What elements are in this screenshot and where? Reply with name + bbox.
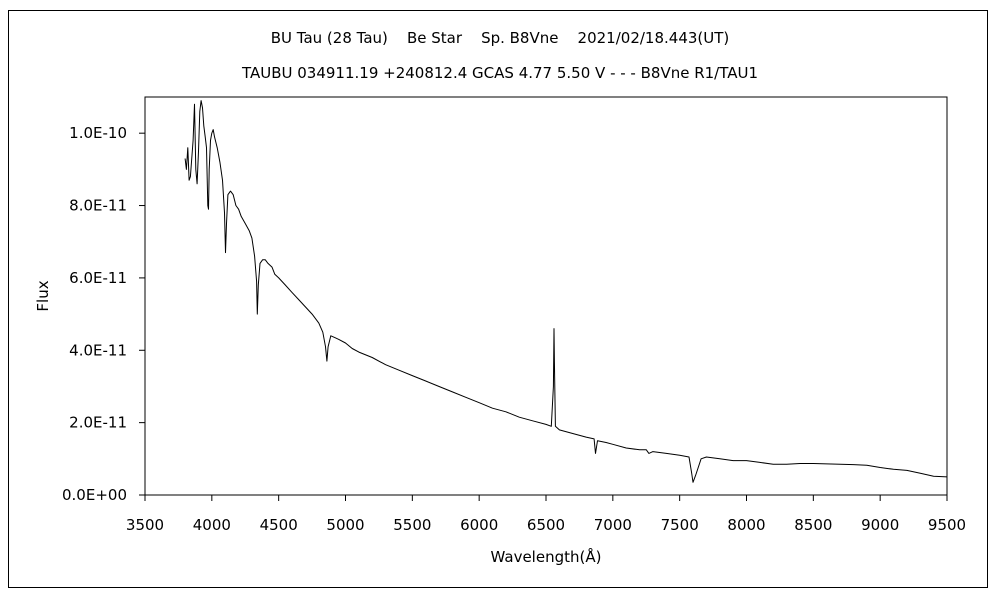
x-tick-label: 9500 <box>928 516 966 534</box>
x-tick-label: 7000 <box>594 516 632 534</box>
y-tick-label: 4.0E-11 <box>69 341 127 359</box>
chart-subtitle: TAUBU 034911.19 +240812.4 GCAS 4.77 5.50… <box>241 64 759 82</box>
plot-area <box>144 96 948 496</box>
x-tick-label: 8000 <box>727 516 765 534</box>
x-tick-label: 7500 <box>661 516 699 534</box>
x-tick-label: 3500 <box>126 516 164 534</box>
x-tick-label: 6500 <box>527 516 565 534</box>
y-tick-label: 0.0E+00 <box>62 486 127 504</box>
x-axis-label: Wavelength(Å) <box>491 547 602 566</box>
series-group <box>184 100 948 483</box>
y-tick-label: 1.0E-10 <box>69 124 127 142</box>
y-tick-label: 8.0E-11 <box>69 197 127 215</box>
x-axis-ticks: 3500 4000 4500 5000 5500 6000 6500 7000 7500 8000… <box>126 495 966 534</box>
y-tick-label: 6.0E-11 <box>69 269 127 287</box>
y-axis-label: Flux <box>34 280 52 311</box>
chart-title: BU Tau (28 Tau) Be Star Sp. B8Vne 2021/0… <box>270 29 730 47</box>
x-tick-label: 4500 <box>260 516 298 534</box>
spectrum-line <box>184 100 948 483</box>
x-tick-label: 9000 <box>861 516 899 534</box>
x-tick-label: 6000 <box>460 516 498 534</box>
x-tick-label: 5500 <box>393 516 431 534</box>
x-tick-label: 8500 <box>794 516 832 534</box>
y-axis-ticks: 0.0E+00 2.0E-11 4.0E-11 6.0E-11 8.0E-11 1.0E-… <box>62 124 145 504</box>
y-tick-label: 2.0E-11 <box>69 414 127 432</box>
chart-frame <box>8 10 988 588</box>
x-tick-label: 4000 <box>193 516 231 534</box>
x-tick-label: 5000 <box>326 516 364 534</box>
